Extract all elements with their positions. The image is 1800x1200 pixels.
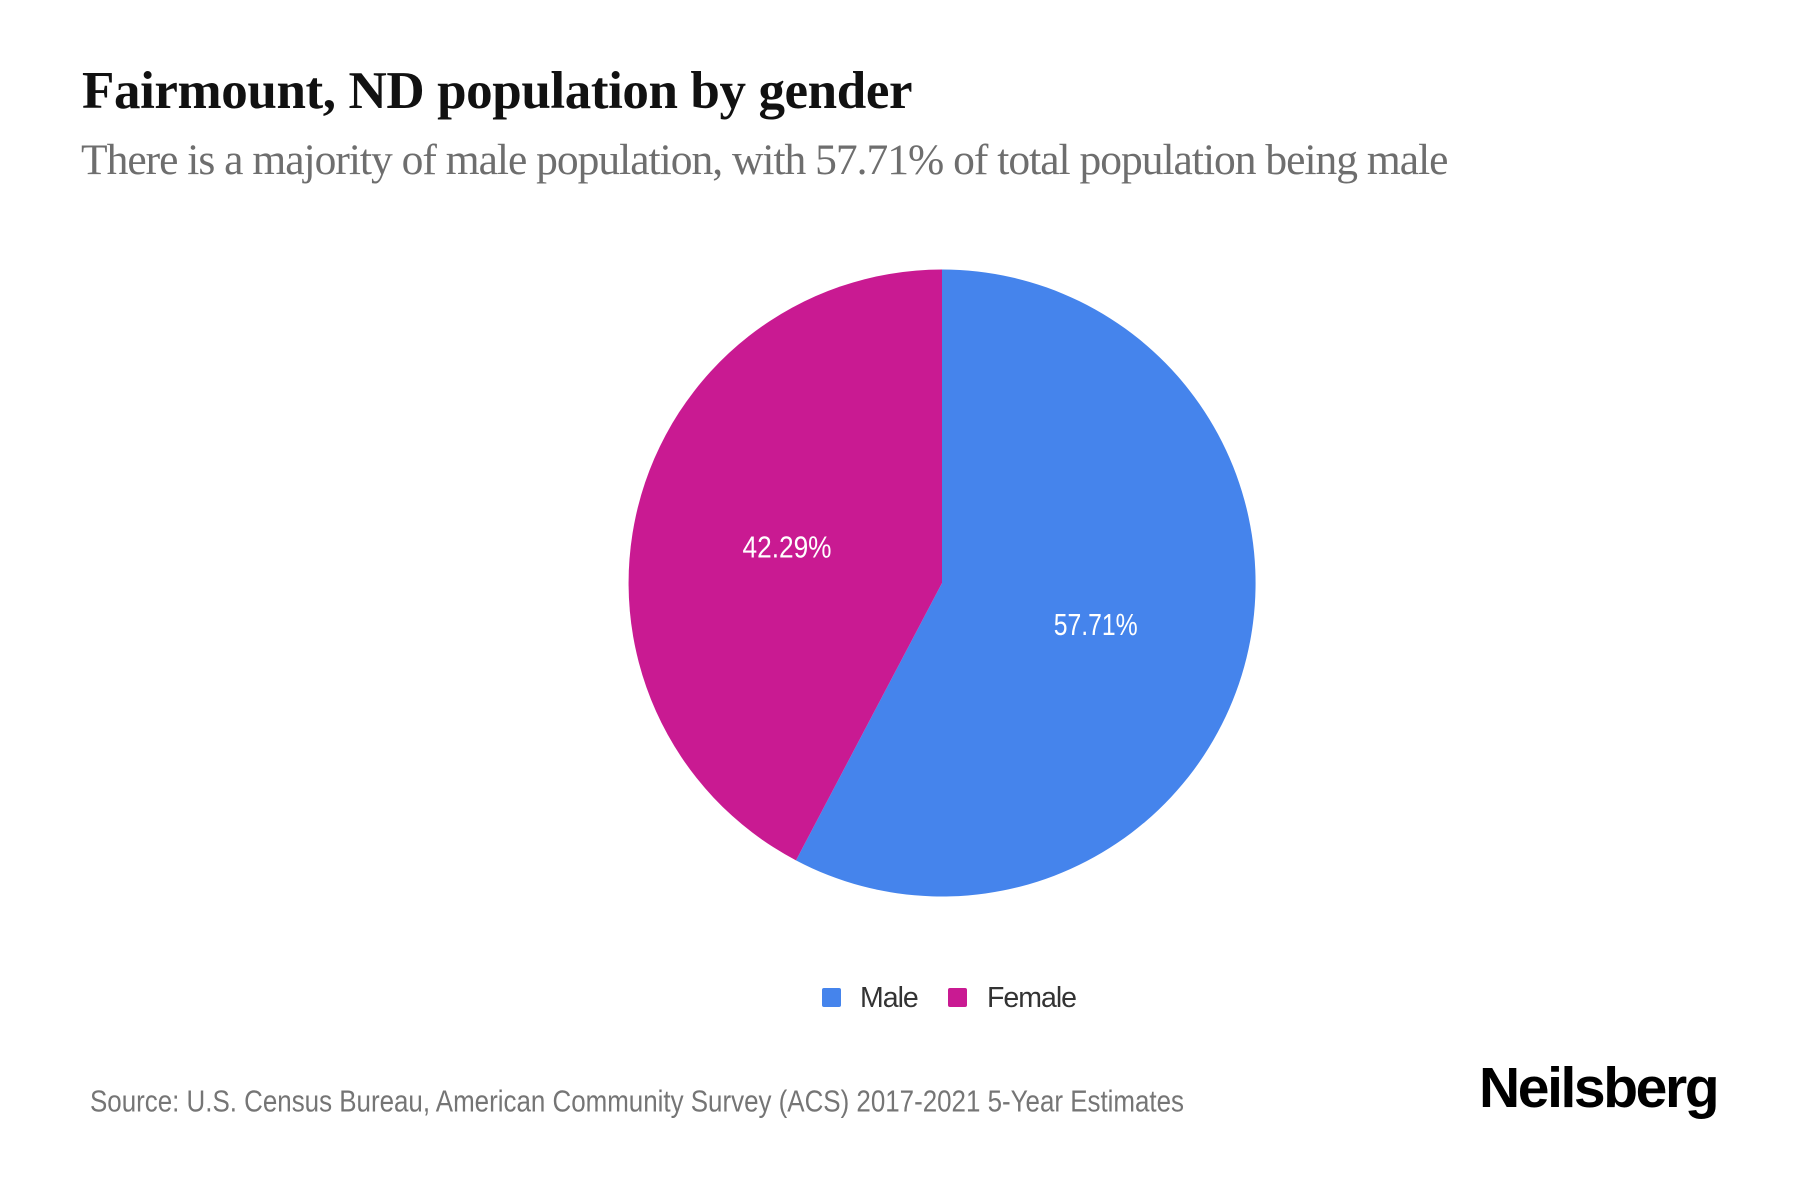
svg-text:Source: U.S. Census Bureau, Am: Source: U.S. Census Bureau, American Com… xyxy=(90,1084,1184,1119)
svg-text:57.71%: 57.71% xyxy=(1054,607,1138,642)
svg-text:42.29%: 42.29% xyxy=(743,530,832,565)
